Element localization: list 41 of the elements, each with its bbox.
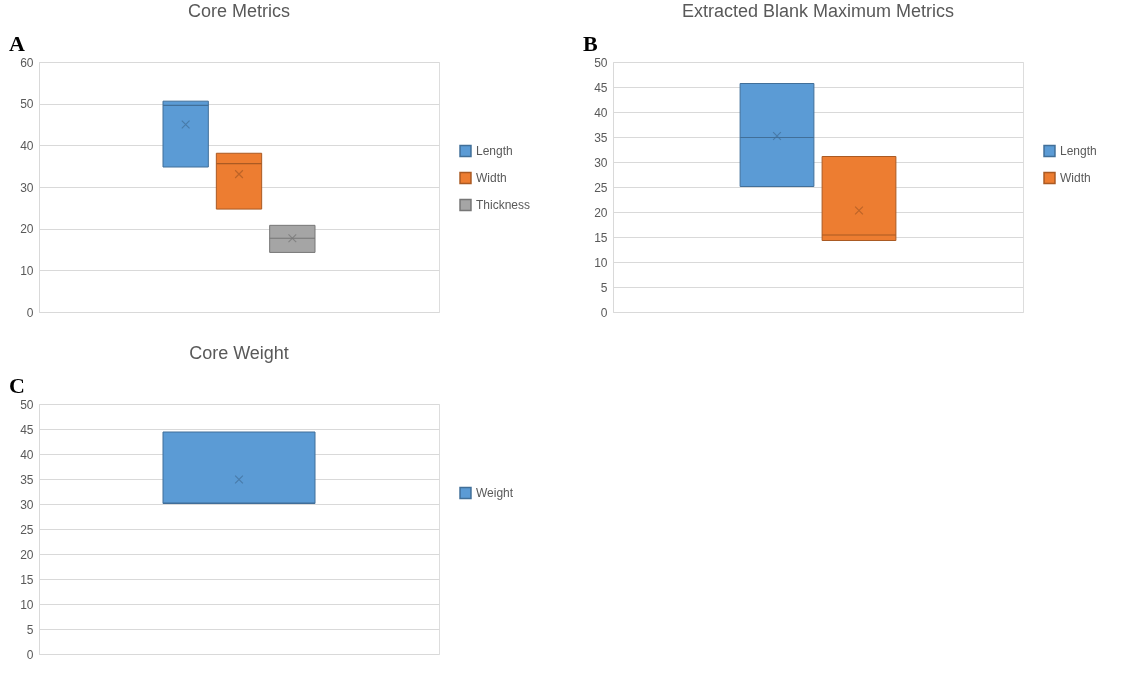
y-tick-label: 25: [20, 522, 34, 537]
y-tick-label: 5: [600, 280, 608, 295]
chart-title: Core Weight: [189, 343, 289, 363]
y-tick-label: 15: [20, 572, 34, 587]
y-tick-label: 20: [594, 205, 608, 220]
legend-label: Width: [476, 171, 507, 185]
y-tick-label: 50: [20, 97, 34, 112]
y-tick-label: 15: [594, 230, 608, 245]
y-tick-label: 30: [20, 180, 34, 195]
text: C: [9, 373, 25, 398]
text: B: [583, 31, 598, 56]
y-tick-label: 40: [594, 105, 608, 120]
y-tick-label: 50: [594, 55, 608, 70]
y-tick-label: 10: [594, 255, 608, 270]
y-tick-label: 20: [20, 222, 34, 237]
y-tick-label: 45: [594, 80, 608, 95]
y-tick-label: 5: [26, 622, 34, 637]
y-tick-label: 0: [600, 305, 608, 320]
legend-label: Length: [1060, 144, 1097, 158]
y-tick-label: 20: [20, 547, 34, 562]
y-tick-label: 0: [26, 305, 34, 320]
y-tick-label: 0: [26, 647, 34, 662]
y-tick-label: 60: [20, 55, 34, 70]
y-tick-label: 35: [594, 130, 608, 145]
legend-label: Thickness: [476, 198, 531, 212]
chart-title: Extracted Blank Maximum Metrics: [681, 1, 955, 21]
legend-label: Width: [1060, 171, 1091, 185]
y-tick-label: 40: [20, 447, 34, 462]
y-tick-label: 30: [594, 155, 608, 170]
text: A: [9, 31, 25, 56]
y-tick-label: 25: [594, 180, 608, 195]
y-tick-label: 45: [20, 422, 34, 437]
y-tick-label: 40: [20, 138, 34, 153]
legend-label: Weight: [476, 486, 514, 500]
y-tick-label: 35: [20, 472, 34, 487]
legend-label: Length: [476, 144, 513, 158]
y-tick-label: 30: [20, 497, 34, 512]
chart-title: Core Metrics: [187, 1, 291, 21]
y-tick-label: 10: [20, 597, 34, 612]
y-tick-label: 50: [20, 397, 34, 412]
y-tick-label: 10: [20, 263, 34, 278]
